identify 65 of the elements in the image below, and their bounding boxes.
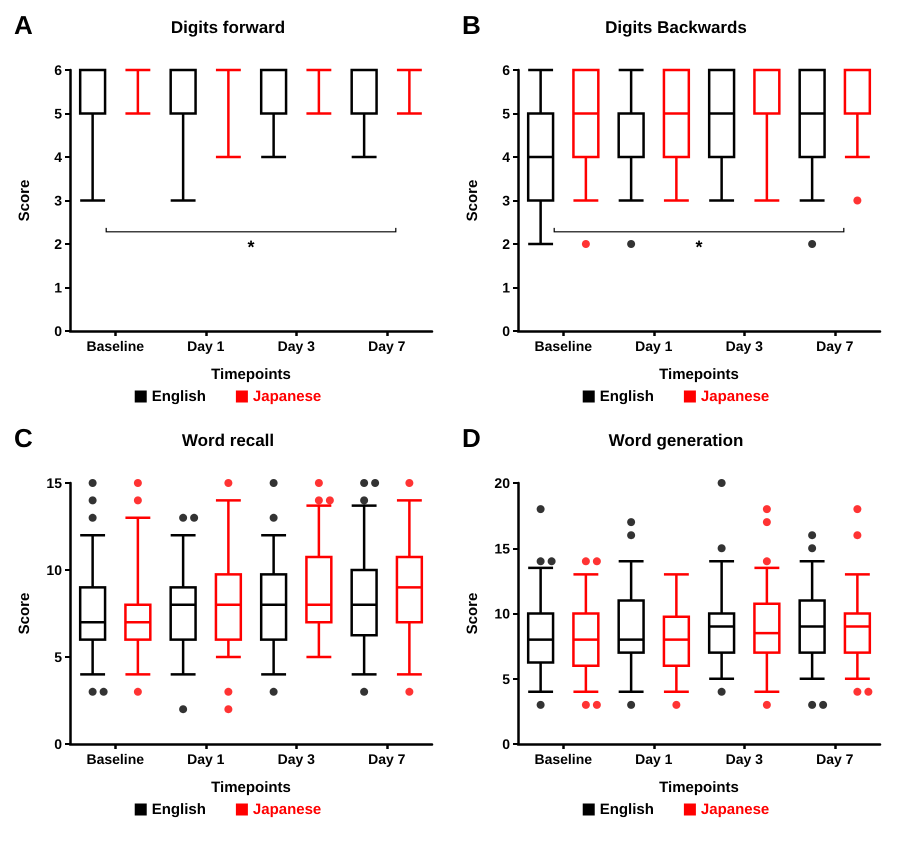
legend-label: Japanese [700,388,770,405]
legend-label: English [152,801,206,818]
legend-label: English [152,388,206,405]
y-tick-label: 0 [54,323,62,339]
y-tick-label: 5 [54,649,62,665]
x-tick-label: Day 3 [726,751,764,767]
y-tick-label: 1 [54,280,62,296]
x-tick-label: Baseline [86,338,144,354]
x-tick-label: Day 3 [278,338,316,354]
y-tick-label: 2 [502,236,510,252]
legend-label: Japanese [252,388,322,405]
x-axis-title: Timepoints [211,366,291,383]
x-tick-label: Baseline [534,338,592,354]
chart-title: Word generation [608,431,744,450]
chart-title: Digits forward [170,18,286,37]
y-tick-label: 1 [502,280,510,296]
y-tick-label: 15 [46,475,62,491]
y-tick-label: 0 [502,323,510,339]
x-tick-label: Day 7 [816,338,854,354]
x-axis-title: Timepoints [659,366,739,383]
x-tick-label: Day 1 [635,338,673,354]
y-tick-label: 10 [494,606,510,622]
annotation: * [695,236,703,257]
x-axis-title: Timepoints [211,779,291,796]
text: A [14,10,33,40]
text: C [14,423,33,453]
x-tick-label: Baseline [86,751,144,767]
y-axis-title: Score [464,592,481,634]
legend-label: Japanese [700,801,770,818]
legend-label: English [600,801,654,818]
y-tick-label: 6 [54,62,62,78]
text: B [462,10,481,40]
y-tick-label: 10 [46,562,62,578]
x-tick-label: Day 7 [368,751,406,767]
x-tick-label: Day 3 [278,751,316,767]
y-tick-label: 6 [502,62,510,78]
text: D [462,423,481,453]
y-tick-label: 15 [494,540,510,556]
y-tick-label: 2 [54,236,62,252]
x-tick-label: Baseline [534,751,592,767]
y-axis-title: Score [16,592,33,634]
x-axis-title: Timepoints [659,779,739,796]
chart-title: Digits Backwards [605,18,747,37]
legend-label: English [600,388,654,405]
y-tick-label: 4 [502,149,510,165]
x-tick-label: Day 7 [816,751,854,767]
y-axis-title: Score [16,180,33,222]
x-tick-label: Day 7 [368,338,406,354]
legend-label: Japanese [252,801,322,818]
x-tick-label: Day 1 [187,751,225,767]
y-tick-label: 3 [54,192,62,208]
y-tick-label: 0 [54,736,62,752]
x-tick-label: Day 1 [635,751,673,767]
x-tick-label: Day 1 [187,338,225,354]
y-tick-label: 5 [502,106,510,122]
x-tick-label: Day 3 [726,338,764,354]
y-tick-label: 20 [494,475,510,491]
y-tick-label: 5 [502,670,510,687]
chart-title: Word recall [182,431,274,450]
y-tick-label: 5 [54,106,62,122]
annotation: * [247,236,255,257]
y-tick-label: 0 [502,736,510,752]
y-tick-label: 4 [54,149,62,165]
y-tick-label: 3 [502,192,510,208]
y-axis-title: Score [464,180,481,222]
